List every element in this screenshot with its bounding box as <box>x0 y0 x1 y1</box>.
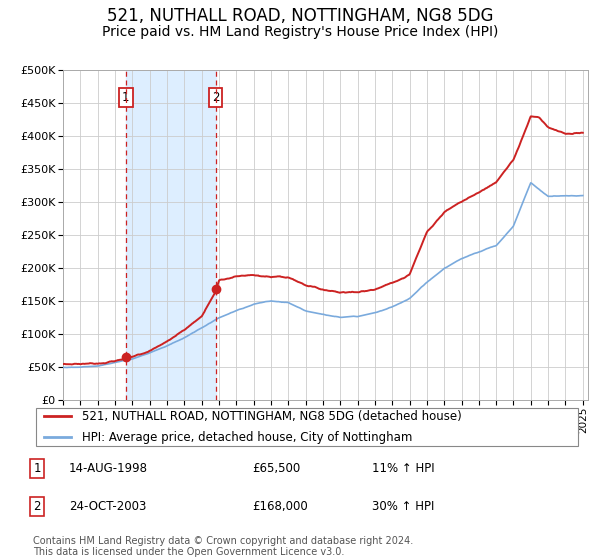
Text: 24-OCT-2003: 24-OCT-2003 <box>69 500 146 514</box>
Text: HPI: Average price, detached house, City of Nottingham: HPI: Average price, detached house, City… <box>82 431 413 444</box>
Text: 1: 1 <box>122 91 130 104</box>
FancyBboxPatch shape <box>36 408 578 446</box>
Text: 1: 1 <box>34 462 41 475</box>
Text: £65,500: £65,500 <box>252 462 300 475</box>
Bar <box>126 70 215 400</box>
Text: 521, NUTHALL ROAD, NOTTINGHAM, NG8 5DG (detached house): 521, NUTHALL ROAD, NOTTINGHAM, NG8 5DG (… <box>82 409 462 423</box>
Text: 521, NUTHALL ROAD, NOTTINGHAM, NG8 5DG: 521, NUTHALL ROAD, NOTTINGHAM, NG8 5DG <box>107 7 493 25</box>
Text: 2: 2 <box>34 500 41 514</box>
Text: £168,000: £168,000 <box>252 500 308 514</box>
Text: 30% ↑ HPI: 30% ↑ HPI <box>372 500 434 514</box>
Text: 11% ↑ HPI: 11% ↑ HPI <box>372 462 434 475</box>
Text: 2: 2 <box>212 91 220 104</box>
Text: Contains HM Land Registry data © Crown copyright and database right 2024.
This d: Contains HM Land Registry data © Crown c… <box>33 535 413 557</box>
Text: Price paid vs. HM Land Registry's House Price Index (HPI): Price paid vs. HM Land Registry's House … <box>102 25 498 39</box>
Text: 14-AUG-1998: 14-AUG-1998 <box>69 462 148 475</box>
